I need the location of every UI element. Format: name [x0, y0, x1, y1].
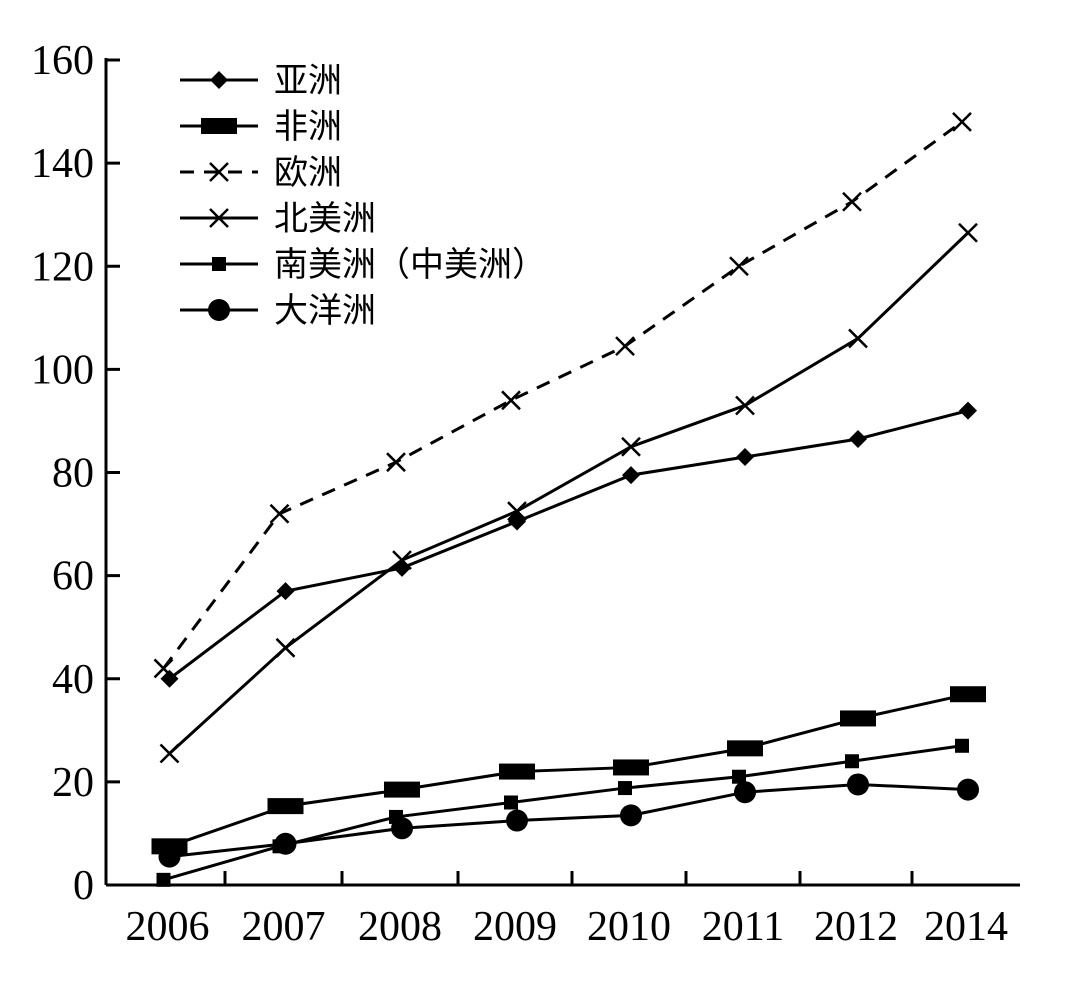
y-tick-label: 60: [52, 554, 94, 600]
legend-label: 南美洲（中美洲）: [274, 245, 546, 285]
data-point-marker: [153, 658, 174, 679]
data-point-marker: [501, 390, 521, 411]
x-tick-label: 2006: [126, 904, 210, 950]
data-point-marker: [618, 781, 632, 796]
x-tick-label: 2011: [702, 904, 784, 950]
data-point-marker: [156, 872, 171, 887]
legend-label: 非洲: [274, 107, 342, 147]
series-1: [151, 686, 986, 855]
series-3: [159, 222, 978, 764]
data-point-marker: [955, 738, 969, 753]
legend-item: 亚洲: [180, 61, 342, 101]
series-line: [168, 231, 970, 755]
data-point-marker: [158, 845, 181, 868]
legend-marker: [210, 71, 228, 89]
legend-label: 北美洲: [274, 199, 376, 239]
y-tick-label: 120: [31, 244, 94, 290]
data-point-marker: [276, 582, 295, 601]
y-tick-label: 20: [52, 760, 94, 806]
series-2: [153, 111, 972, 679]
data-point-marker: [842, 191, 862, 212]
data-point-marker: [727, 740, 763, 757]
legend-marker: [209, 162, 229, 182]
data-point-marker: [615, 336, 635, 357]
data-point-marker: [621, 436, 641, 457]
data-point-marker: [269, 503, 290, 524]
data-point-marker: [160, 669, 179, 688]
data-point-marker: [392, 550, 412, 571]
data-point-marker: [384, 781, 420, 798]
data-point-marker: [950, 686, 986, 703]
x-tick-label: 2007: [242, 904, 326, 950]
data-point-marker: [847, 773, 869, 796]
axes: 0 20 40 60 80 100 120 140 160 2006 2007 2008 2009 201…: [31, 38, 1020, 950]
data-point-marker: [159, 743, 180, 764]
legend-label: 亚洲: [274, 61, 342, 101]
legend-marker: [208, 299, 230, 321]
y-tick-label: 160: [31, 38, 94, 84]
legend-item: 南美洲（中美洲）: [180, 245, 546, 285]
data-point-marker: [959, 401, 977, 420]
legend-label: 欧洲: [274, 153, 342, 193]
x-tick-label: 2012: [814, 904, 898, 950]
data-point-marker: [274, 832, 297, 855]
data-point-marker: [952, 111, 972, 132]
x-tick-label: 2008: [358, 904, 442, 950]
legend-marker: [201, 118, 237, 134]
data-point-marker: [735, 395, 755, 416]
data-point-marker: [386, 452, 406, 473]
data-point-marker: [391, 817, 413, 840]
series-line: [169, 692, 969, 848]
data-point-marker: [849, 429, 867, 448]
data-point-marker: [736, 448, 754, 467]
data-point-marker: [622, 466, 640, 485]
data-point-marker: [275, 637, 296, 658]
series-5: [158, 773, 979, 868]
data-point-marker: [613, 759, 649, 776]
data-point-marker: [840, 710, 876, 727]
y-tick-label: 0: [73, 863, 94, 909]
legend-item: 北美洲: [180, 199, 376, 239]
y-tick-label: 140: [31, 141, 94, 187]
data-point-marker: [732, 769, 746, 784]
data-point-marker: [504, 795, 518, 810]
legend-item: 大洋洲: [180, 291, 376, 331]
series-line: [162, 120, 963, 670]
data-point-marker: [507, 501, 527, 522]
data-point-marker: [506, 809, 528, 832]
series-line: [169, 782, 969, 859]
data-point-marker: [957, 778, 979, 801]
legend-item: 非洲: [180, 107, 342, 147]
series-layer: [151, 111, 986, 887]
data-point-marker: [845, 754, 859, 769]
series-line: [168, 409, 969, 680]
legend-item: 欧洲: [180, 153, 342, 193]
data-point-marker: [499, 763, 535, 780]
data-point-marker: [958, 222, 978, 243]
legend-label: 大洋洲: [274, 291, 376, 331]
data-point-marker: [848, 328, 868, 349]
data-point-marker: [620, 804, 642, 827]
y-tick-label: 80: [52, 451, 94, 497]
data-point-marker: [267, 798, 304, 815]
data-point-marker: [729, 256, 749, 277]
data-point-marker: [734, 781, 756, 804]
y-tick-label: 40: [52, 657, 94, 703]
x-tick-label: 2014: [924, 904, 1008, 950]
x-tick-label: 2010: [587, 904, 671, 950]
legend-marker: [209, 208, 229, 228]
y-tick-label: 100: [31, 347, 94, 393]
legend-marker: [212, 257, 226, 271]
x-tick-label: 2009: [473, 904, 557, 950]
